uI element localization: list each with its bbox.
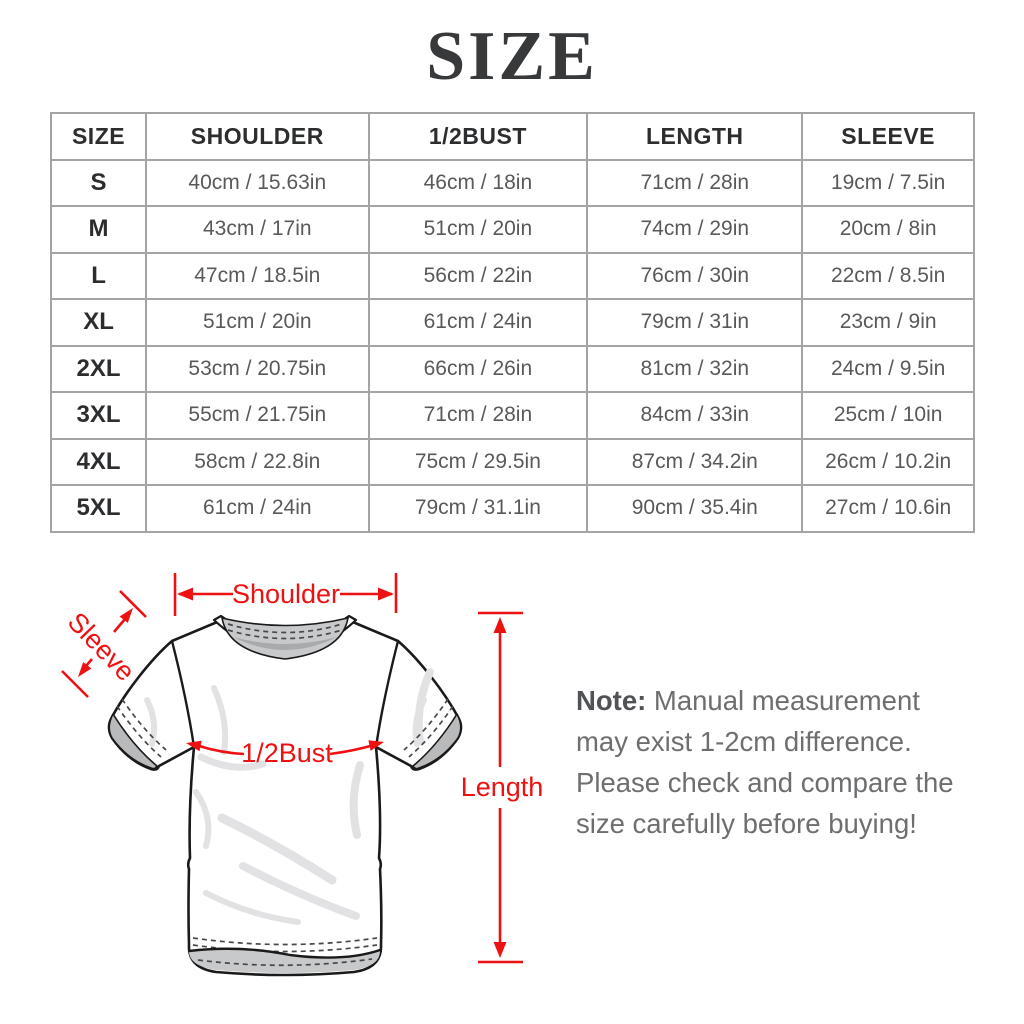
- sleeve-cell: 19cm / 7.5in: [801, 158, 975, 207]
- sleeve-arrow: Sleeve: [61, 590, 147, 698]
- size-cell: 5XL: [49, 484, 148, 533]
- size-cell: 4XL: [49, 437, 148, 486]
- sleeve-cell: 22cm / 8.5in: [801, 251, 975, 300]
- size-cell: M: [49, 205, 148, 254]
- length-cell: 90cm / 35.4in: [586, 484, 804, 533]
- note-text: Note: Manual measurement may exist 1-2cm…: [576, 680, 976, 844]
- collar: [212, 614, 358, 660]
- length-cell: 71cm / 28in: [586, 158, 804, 207]
- right-cuff: [403, 698, 462, 770]
- length-cell: 87cm / 34.2in: [586, 437, 804, 486]
- table-row: L 47cm / 18.5in 56cm / 22in 76cm / 30in …: [49, 251, 975, 300]
- shoulder-cell: 40cm / 15.63in: [145, 158, 370, 207]
- bust-cell: 46cm / 18in: [367, 158, 589, 207]
- size-cell: 2XL: [49, 344, 148, 393]
- sleeve-cell: 23cm / 9in: [801, 298, 975, 347]
- shoulder-measure-label: Shoulder: [232, 579, 340, 609]
- bottom-hem: [187, 937, 382, 973]
- bust-cell: 51cm / 20in: [367, 205, 589, 254]
- bust-cell: 75cm / 29.5in: [367, 437, 589, 486]
- table-row: 5XL 61cm / 24in 79cm / 31.1in 90cm / 35.…: [49, 484, 975, 533]
- bust-cell: 56cm / 22in: [367, 251, 589, 300]
- shoulder-cell: 61cm / 24in: [145, 484, 370, 533]
- col-header-length: LENGTH: [586, 112, 804, 161]
- length-arrow: Length: [461, 611, 544, 964]
- col-header-bust: 1/2BUST: [367, 112, 589, 161]
- size-table-header: SIZE SHOULDER 1/2BUST LENGTH SLEEVE: [49, 112, 975, 161]
- sleeve-cell: 24cm / 9.5in: [801, 344, 975, 393]
- sleeve-cell: 27cm / 10.6in: [801, 484, 975, 533]
- bust-cell: 66cm / 26in: [367, 344, 589, 393]
- length-measure-label: Length: [461, 772, 544, 802]
- table-row: XL 51cm / 20in 61cm / 24in 79cm / 31in 2…: [49, 298, 975, 347]
- size-cell: S: [49, 158, 148, 207]
- size-table: SIZE SHOULDER 1/2BUST LENGTH SLEEVE S 40…: [49, 112, 975, 533]
- length-cell: 81cm / 32in: [586, 344, 804, 393]
- right-sleeve-seam: [374, 639, 400, 749]
- sleeve-cell: 25cm / 10in: [801, 391, 975, 440]
- wrinkle-shading: [144, 668, 434, 925]
- left-cuff: [108, 698, 167, 770]
- shoulder-cell: 53cm / 20.75in: [145, 344, 370, 393]
- col-header-shoulder: SHOULDER: [145, 112, 370, 161]
- shoulder-cell: 43cm / 17in: [145, 205, 370, 254]
- table-row: 2XL 53cm / 20.75in 66cm / 26in 81cm / 32…: [49, 344, 975, 393]
- size-cell: 3XL: [49, 391, 148, 440]
- col-header-size: SIZE: [49, 112, 148, 161]
- bust-cell: 71cm / 28in: [367, 391, 589, 440]
- length-cell: 84cm / 33in: [586, 391, 804, 440]
- header-row: SIZE SHOULDER 1/2BUST LENGTH SLEEVE: [49, 112, 975, 161]
- tshirt-measurement-diagram: Shoulder Sleeve 1/2Bust Length: [61, 573, 544, 977]
- bust-cell: 61cm / 24in: [367, 298, 589, 347]
- table-row: S 40cm / 15.63in 46cm / 18in 71cm / 28in…: [49, 158, 975, 207]
- note-body: Manual measurement may exist 1-2cm diffe…: [576, 685, 954, 839]
- size-cell: L: [49, 251, 148, 300]
- col-header-sleeve: SLEEVE: [801, 112, 975, 161]
- table-row: 4XL 58cm / 22.8in 75cm / 29.5in 87cm / 3…: [49, 437, 975, 486]
- table-row: M 43cm / 17in 51cm / 20in 74cm / 29in 20…: [49, 205, 975, 254]
- left-sleeve-seam: [170, 639, 196, 749]
- sleeve-cell: 20cm / 8in: [801, 205, 975, 254]
- shoulder-cell: 58cm / 22.8in: [145, 437, 370, 486]
- page-title: SIZE: [426, 18, 598, 95]
- tshirt-illustration: [107, 614, 463, 977]
- bust-measure-label: 1/2Bust: [241, 738, 333, 768]
- note-label: Note:: [576, 685, 647, 716]
- bust-arrow: 1/2Bust: [186, 738, 384, 768]
- table-row: 3XL 55cm / 21.75in 71cm / 28in 84cm / 33…: [49, 391, 975, 440]
- shoulder-cell: 51cm / 20in: [145, 298, 370, 347]
- shoulder-cell: 47cm / 18.5in: [145, 251, 370, 300]
- bust-cell: 79cm / 31.1in: [367, 484, 589, 533]
- length-cell: 74cm / 29in: [586, 205, 804, 254]
- length-cell: 76cm / 30in: [586, 251, 804, 300]
- size-table-body: S 40cm / 15.63in 46cm / 18in 71cm / 28in…: [49, 158, 975, 533]
- size-cell: XL: [49, 298, 148, 347]
- shoulder-cell: 55cm / 21.75in: [145, 391, 370, 440]
- length-cell: 79cm / 31in: [586, 298, 804, 347]
- shoulder-arrow: Shoulder: [173, 573, 398, 616]
- sleeve-cell: 26cm / 10.2in: [801, 437, 975, 486]
